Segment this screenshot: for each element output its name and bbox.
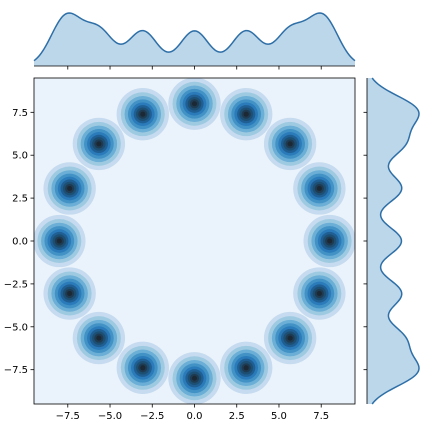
contour-blob (287, 335, 293, 341)
contour-blob (56, 238, 62, 244)
contour-blob (96, 335, 102, 341)
contour-blob (327, 238, 333, 244)
contour-blob (316, 185, 322, 192)
contour-blob (191, 375, 198, 381)
y-tick-label: 2.5 (12, 194, 28, 205)
contour-blob (287, 141, 293, 147)
contour-blob (67, 185, 73, 192)
contour-level-9 (56, 101, 333, 381)
y-tick-label: −5.0 (4, 322, 28, 333)
right-marginal-kde (363, 77, 420, 405)
y-tick-label: −2.5 (4, 279, 28, 290)
x-tick-label: −5.0 (98, 411, 122, 422)
top-marginal-kde (33, 12, 356, 70)
y-axis: −7.5 −5.0 −2.5 0.0 2.5 5.0 7.5 (4, 108, 34, 376)
contour-blob (243, 111, 249, 117)
y-tick-label: 5.0 (12, 151, 28, 162)
top-marginal-fill (34, 13, 355, 66)
right-marginal-curve (371, 77, 420, 405)
right-marginal-fill (367, 78, 419, 404)
y-tick-label: 7.5 (12, 108, 28, 119)
density-contours (34, 78, 355, 404)
contour-blob (243, 365, 249, 371)
top-marginal-curve (33, 12, 356, 62)
x-tick-label: 0.0 (187, 411, 203, 422)
contour-blob (140, 365, 146, 371)
contour-blob (96, 141, 102, 147)
x-tick-label: −2.5 (140, 411, 164, 422)
x-axis: −7.5 −5.0 −2.5 0.0 2.5 5.0 7.5 (56, 404, 329, 422)
contour-blob (140, 111, 146, 117)
contour-blob (67, 290, 73, 297)
x-tick-label: 2.5 (229, 411, 245, 422)
x-tick-label: −7.5 (56, 411, 80, 422)
main-kde-plot: −7.5 −5.0 −2.5 0.0 2.5 5.0 7.5 −7.5 −5.0 −2.5 0.0… (4, 77, 356, 422)
contour-blob (316, 290, 322, 297)
y-tick-label: 0.0 (12, 237, 28, 248)
contour-blob (191, 101, 198, 107)
x-tick-label: 7.5 (313, 411, 329, 422)
y-tick-label: −7.5 (4, 365, 28, 376)
x-tick-label: 5.0 (271, 411, 287, 422)
